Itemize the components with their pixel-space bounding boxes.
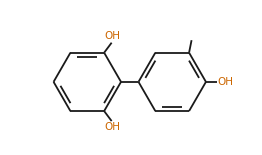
Text: OH: OH (218, 77, 234, 87)
Text: OH: OH (104, 122, 120, 132)
Text: OH: OH (104, 31, 120, 41)
